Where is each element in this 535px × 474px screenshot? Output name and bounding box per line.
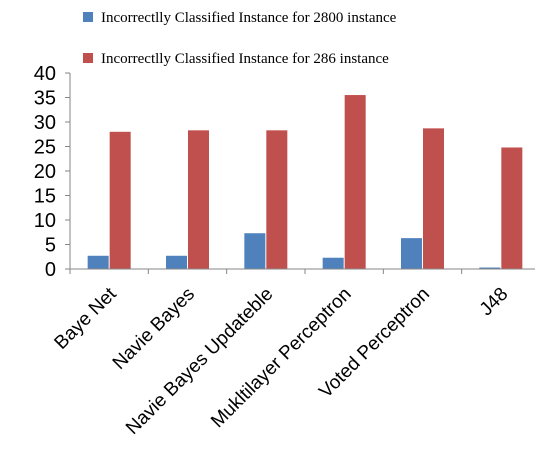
y-tick-label: 40 [34, 63, 56, 85]
legend: Incorrectlly Classified Instance for 280… [83, 10, 397, 67]
y-tick-label: 25 [34, 137, 56, 159]
bar-series1-3 [244, 233, 266, 269]
bar-series1-5 [401, 238, 422, 269]
bar-series1-6 [479, 267, 501, 269]
x-tick-label: J48 [476, 284, 513, 321]
bar-series2-3 [266, 130, 288, 269]
legend-label-2: Incorrectlly Classified Instance for 286… [101, 51, 389, 67]
x-tick-label: Baye Net [51, 283, 122, 354]
y-tick-label: 35 [34, 88, 56, 110]
bars [87, 95, 523, 269]
bar-series2-2 [188, 130, 209, 269]
bar-series2-4 [344, 95, 366, 269]
y-tick-label: 0 [45, 259, 56, 281]
bar-series1-1 [87, 255, 109, 269]
x-tick-label: Navie Bayes Updateble [122, 284, 277, 439]
bar-series1-2 [166, 255, 187, 269]
bar-series2-5 [423, 128, 444, 269]
bar-series2-1 [109, 131, 131, 269]
y-tick-label: 15 [34, 186, 56, 208]
bar-series2-6 [501, 147, 523, 269]
bar-series1-4 [322, 257, 344, 269]
legend-label-1: Incorrectlly Classified Instance for 280… [101, 10, 397, 26]
legend-swatch-1 [83, 12, 93, 22]
y-tick-label: 5 [45, 235, 56, 257]
legend-swatch-2 [83, 53, 93, 63]
y-tick-label: 20 [34, 161, 56, 183]
x-tick-label: Mukltilayer Perceptron [207, 284, 356, 433]
y-tick-label: 10 [34, 210, 56, 232]
y-tick-label: 30 [34, 112, 56, 134]
